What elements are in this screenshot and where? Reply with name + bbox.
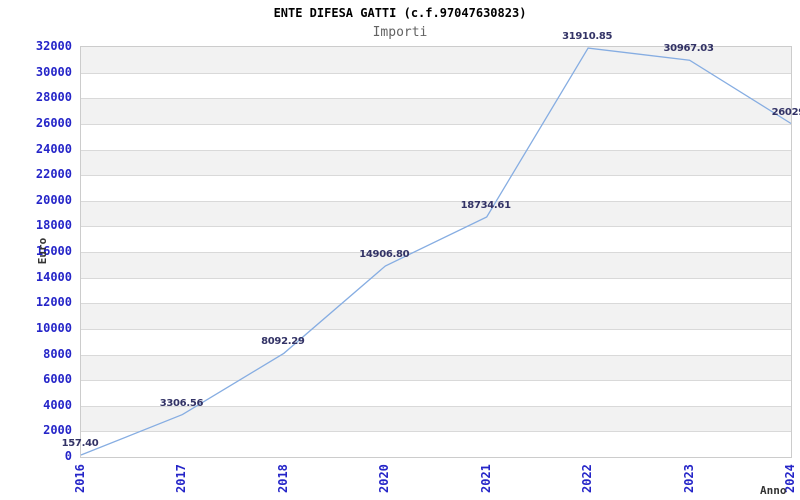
x-tick-label: 2020 — [377, 464, 392, 493]
point-label: 26029. — [771, 106, 800, 118]
x-tick-label: 2016 — [73, 464, 87, 493]
background-band — [81, 252, 791, 278]
y-tick-label: 22000 — [35, 167, 72, 182]
x-tick-label: 2017 — [174, 464, 189, 493]
point-label: 3306.56 — [159, 397, 204, 409]
gridline — [81, 354, 791, 356]
background-band — [81, 149, 791, 176]
y-tick-label: 16000 — [35, 244, 72, 258]
gridline — [81, 149, 791, 151]
y-tick-label: 28000 — [35, 90, 72, 105]
y-tick-label: 24000 — [35, 141, 72, 156]
gridline — [81, 380, 791, 382]
point-label: 30967.03 — [663, 43, 714, 55]
chart-title: ENTE DIFESA GATTI (c.f.97047630823) — [273, 6, 527, 20]
y-axis-title: Euro — [36, 237, 49, 265]
gridline — [81, 303, 791, 305]
line-series-svg — [80, 47, 792, 456]
point-label: 31910.85 — [562, 31, 613, 43]
gridline — [81, 405, 791, 407]
x-tick-label: 2022 — [580, 464, 595, 493]
point-label: 14906.80 — [359, 249, 410, 260]
y-tick-label: 30000 — [35, 64, 72, 79]
background-band — [81, 200, 791, 227]
gridline — [81, 431, 791, 433]
x-tick-label: 2023 — [681, 464, 696, 493]
background-band — [81, 98, 791, 124]
plot-area — [80, 46, 792, 458]
y-tick-label: 0 — [64, 449, 72, 463]
background-band — [81, 47, 791, 73]
gridline — [81, 200, 791, 202]
y-tick-label: 26000 — [35, 115, 72, 130]
background-band — [81, 405, 791, 432]
gridline — [81, 328, 791, 330]
y-tick-label: 18000 — [35, 218, 72, 233]
y-tick-label: 10000 — [35, 320, 72, 335]
gridline — [81, 277, 791, 279]
y-tick-label: 12000 — [35, 295, 72, 310]
importi-line-series — [80, 47, 792, 456]
gridline — [81, 226, 791, 228]
gridline — [81, 72, 791, 74]
x-tick-label: 2021 — [478, 464, 493, 493]
x-axis-title: Anno — [760, 484, 787, 497]
y-tick-label: 14000 — [35, 269, 72, 284]
gridline — [81, 98, 791, 100]
gridline — [81, 123, 791, 125]
background-band — [81, 303, 791, 329]
y-tick-label: 2000 — [43, 423, 72, 438]
y-tick-label: 20000 — [35, 192, 72, 207]
chart-subtitle: Importi — [372, 25, 428, 40]
point-label: 18734.61 — [460, 199, 511, 211]
y-tick-label: 6000 — [43, 372, 72, 387]
point-label: 157.40 — [61, 437, 99, 449]
x-tick-label: 2018 — [275, 464, 290, 493]
y-tick-label: 4000 — [43, 397, 72, 412]
gridline — [81, 175, 791, 177]
y-tick-label: 8000 — [43, 346, 72, 361]
background-band — [81, 354, 791, 381]
gridline — [81, 252, 791, 253]
point-label: 8092.29 — [261, 336, 305, 348]
y-tick-label: 32000 — [35, 39, 72, 53]
